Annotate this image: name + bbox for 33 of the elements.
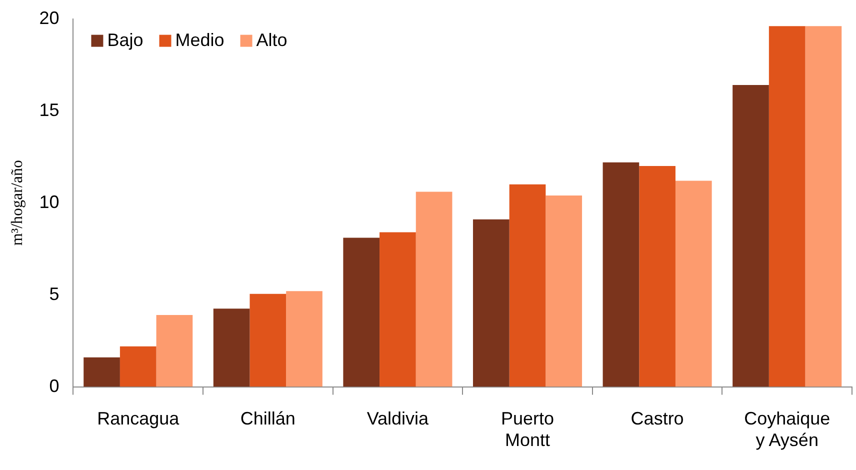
bar xyxy=(675,180,712,387)
bar xyxy=(472,219,510,387)
bar xyxy=(602,162,640,387)
bar xyxy=(416,192,452,387)
legend-label: Alto xyxy=(256,30,288,50)
bar xyxy=(343,238,380,387)
bar xyxy=(509,184,546,387)
y-tick-label: 0 xyxy=(49,376,60,396)
x-tick-label: Valdivia xyxy=(366,408,430,429)
legend-label: Bajo xyxy=(107,30,144,50)
y-axis-title: m³/hogar/año xyxy=(8,160,26,246)
y-tick-label: 10 xyxy=(39,192,60,212)
x-tick-label: Puerto Montt xyxy=(500,408,554,450)
bar xyxy=(213,308,250,387)
x-tick-label: Chillán xyxy=(240,408,296,429)
bar xyxy=(250,294,286,387)
bar xyxy=(639,166,676,387)
x-tick-label: Castro xyxy=(630,408,684,429)
bar xyxy=(380,232,416,387)
bar xyxy=(805,26,842,387)
y-tick-label: 20 xyxy=(39,8,60,28)
bar xyxy=(120,346,156,387)
legend-label: Medio xyxy=(175,30,224,50)
bar xyxy=(156,315,193,387)
x-tick-label: Rancagua xyxy=(97,408,180,429)
x-tick-label: Coyhaique y Aysén xyxy=(744,408,830,450)
bar xyxy=(732,85,769,387)
bar xyxy=(286,291,322,387)
bar xyxy=(768,26,806,387)
y-tick-label: 5 xyxy=(49,284,60,304)
y-tick-label: 15 xyxy=(39,100,60,120)
bar xyxy=(546,195,582,387)
bar xyxy=(84,357,120,387)
